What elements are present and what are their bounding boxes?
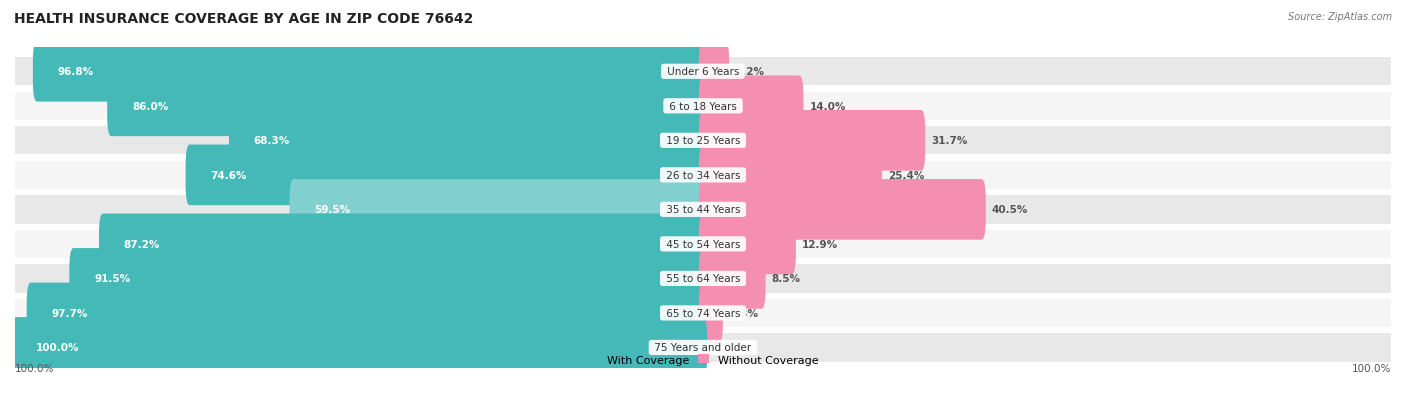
Bar (15, 127, 1391, 155)
FancyBboxPatch shape (32, 42, 707, 102)
Bar (15, 333, 1391, 362)
Text: 68.3%: 68.3% (253, 136, 290, 146)
FancyBboxPatch shape (699, 111, 925, 171)
Text: 6 to 18 Years: 6 to 18 Years (666, 102, 740, 112)
FancyBboxPatch shape (229, 111, 707, 171)
Text: 3.2%: 3.2% (735, 67, 765, 77)
Text: Under 6 Years: Under 6 Years (664, 67, 742, 77)
Text: 97.7%: 97.7% (52, 308, 87, 318)
Text: Source: ZipAtlas.com: Source: ZipAtlas.com (1288, 12, 1392, 22)
Text: 45 to 54 Years: 45 to 54 Years (662, 239, 744, 249)
FancyBboxPatch shape (11, 317, 707, 378)
Text: 35 to 44 Years: 35 to 44 Years (662, 205, 744, 215)
FancyBboxPatch shape (98, 214, 707, 275)
Bar (15, 161, 1391, 190)
FancyBboxPatch shape (27, 283, 707, 344)
Text: 59.5%: 59.5% (315, 205, 350, 215)
FancyBboxPatch shape (186, 145, 707, 206)
Bar (15, 299, 1391, 327)
FancyBboxPatch shape (107, 76, 707, 137)
Text: 87.2%: 87.2% (124, 239, 160, 249)
FancyBboxPatch shape (699, 145, 882, 206)
Text: 25.4%: 25.4% (889, 171, 925, 180)
Text: 91.5%: 91.5% (94, 274, 131, 284)
Text: 96.8%: 96.8% (58, 67, 94, 77)
Text: 40.5%: 40.5% (993, 205, 1028, 215)
FancyBboxPatch shape (69, 249, 707, 309)
Text: 55 to 64 Years: 55 to 64 Years (662, 274, 744, 284)
FancyBboxPatch shape (699, 42, 730, 102)
Text: 19 to 25 Years: 19 to 25 Years (662, 136, 744, 146)
Text: HEALTH INSURANCE COVERAGE BY AGE IN ZIP CODE 76642: HEALTH INSURANCE COVERAGE BY AGE IN ZIP … (14, 12, 474, 26)
Bar (15, 196, 1391, 224)
Legend: With Coverage, Without Coverage: With Coverage, Without Coverage (582, 350, 824, 369)
FancyBboxPatch shape (699, 283, 723, 344)
Text: 100.0%: 100.0% (15, 363, 55, 373)
Text: 75 Years and older: 75 Years and older (651, 343, 755, 353)
Text: 14.0%: 14.0% (810, 102, 846, 112)
Bar (15, 93, 1391, 121)
FancyBboxPatch shape (699, 214, 796, 275)
Bar (15, 265, 1391, 293)
Text: 26 to 34 Years: 26 to 34 Years (662, 171, 744, 180)
Text: 100.0%: 100.0% (35, 343, 79, 353)
Text: 8.5%: 8.5% (772, 274, 801, 284)
Text: 100.0%: 100.0% (1351, 363, 1391, 373)
Text: 86.0%: 86.0% (132, 102, 169, 112)
Bar (15, 230, 1391, 259)
FancyBboxPatch shape (699, 249, 766, 309)
FancyBboxPatch shape (699, 76, 803, 137)
Text: 0.0%: 0.0% (713, 343, 742, 353)
FancyBboxPatch shape (699, 180, 986, 240)
Text: 65 to 74 Years: 65 to 74 Years (662, 308, 744, 318)
Text: 2.3%: 2.3% (730, 308, 758, 318)
Text: 31.7%: 31.7% (931, 136, 967, 146)
Bar (15, 58, 1391, 86)
Text: 12.9%: 12.9% (801, 239, 838, 249)
Text: 74.6%: 74.6% (211, 171, 247, 180)
FancyBboxPatch shape (290, 180, 707, 240)
